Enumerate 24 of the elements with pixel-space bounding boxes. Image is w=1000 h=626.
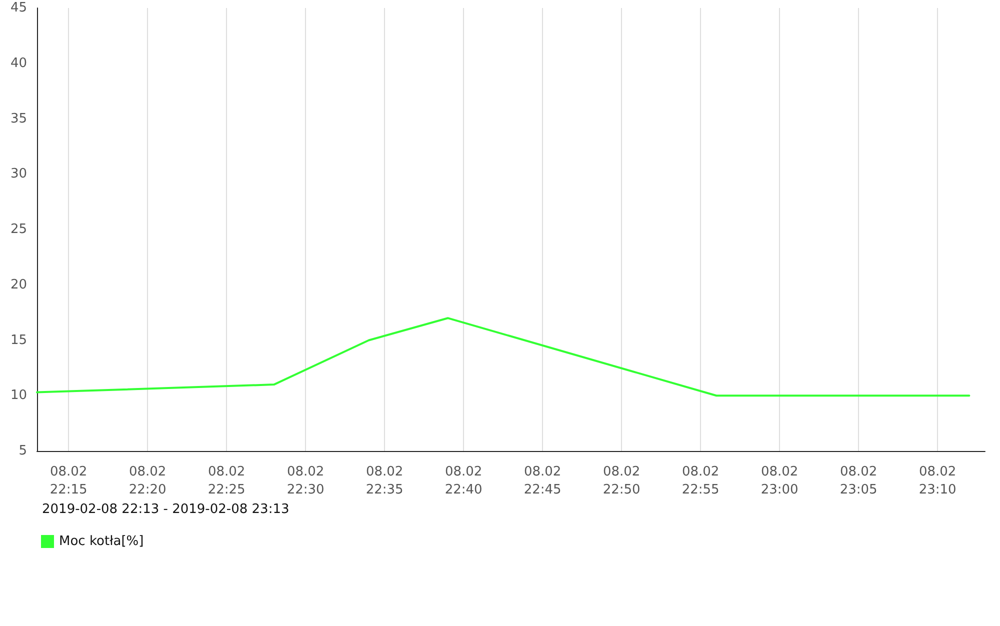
x-tick-label: 08.02 23:00 [760, 464, 798, 498]
y-tick-label: 20 [10, 277, 27, 292]
x-tick-label: 08.02 23:10 [918, 464, 956, 498]
x-tick-label: 08.02 22:50 [602, 464, 640, 498]
legend-label: Moc kotła[%] [59, 534, 144, 549]
x-tick-label: 08.02 23:05 [840, 464, 878, 498]
line-series [36, 317, 970, 397]
y-tick-label: 25 [10, 222, 27, 237]
y-tick-label: 40 [10, 56, 27, 71]
x-tick-label: 08.02 22:25 [208, 464, 246, 498]
x-tick-label: 08.02 22:20 [128, 464, 166, 498]
y-tick-label: 15 [10, 332, 27, 348]
x-tick-label: 08.02 22:30 [286, 464, 324, 498]
x-tick-label: 08.02 22:55 [682, 464, 720, 498]
x-tick-label: 08.02 22:15 [50, 464, 88, 498]
x-tick-label: 08.02 22:35 [366, 464, 404, 498]
y-tick-label: 45 [10, 0, 27, 16]
y-tick-label: 30 [10, 166, 27, 182]
y-tick-label: 10 [10, 388, 27, 404]
y-tick-label: 35 [10, 111, 27, 126]
x-tick-label: 08.02 22:45 [524, 464, 562, 498]
text: 2019-02-08 22:13 - 2019-02-08 23:13 [42, 502, 290, 517]
y-tick-label: 5 [18, 444, 27, 458]
x-tick-label: 08.02 22:40 [444, 464, 482, 498]
